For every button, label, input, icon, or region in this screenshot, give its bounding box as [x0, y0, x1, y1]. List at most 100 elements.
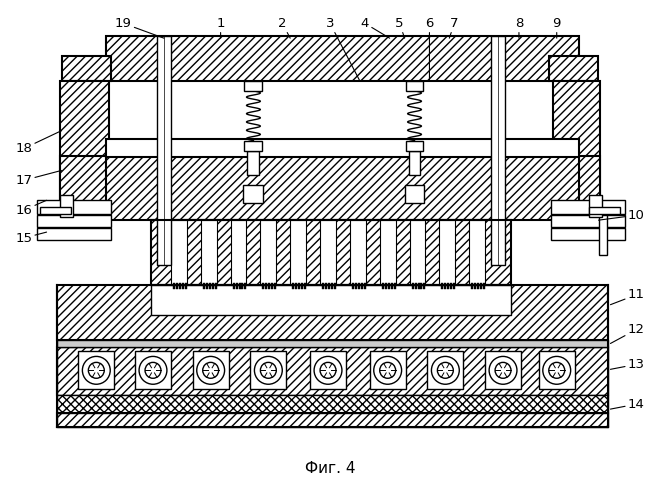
Bar	[393, 283, 395, 289]
Circle shape	[82, 356, 110, 384]
Circle shape	[254, 356, 282, 384]
Text: 3: 3	[326, 17, 360, 81]
Bar	[290, 220, 306, 285]
Bar	[364, 283, 366, 289]
Bar	[206, 283, 208, 289]
Bar	[57, 413, 609, 427]
Bar	[406, 140, 424, 150]
Bar	[59, 196, 73, 217]
Bar	[352, 283, 354, 289]
Bar	[230, 220, 246, 285]
Text: 6: 6	[425, 17, 434, 81]
Bar	[238, 283, 240, 289]
Circle shape	[374, 356, 401, 384]
Circle shape	[197, 356, 224, 384]
Bar	[61, 56, 112, 81]
Bar	[244, 81, 263, 91]
Bar	[248, 150, 259, 176]
Bar	[261, 220, 277, 285]
Bar	[477, 283, 479, 289]
Bar	[418, 283, 420, 289]
Bar	[298, 283, 300, 289]
Bar	[171, 220, 187, 285]
Bar	[548, 56, 599, 81]
Bar	[355, 283, 357, 289]
Bar	[79, 352, 114, 389]
Bar	[173, 283, 175, 289]
Bar	[201, 220, 216, 285]
Bar	[179, 283, 181, 289]
Bar	[599, 215, 607, 255]
Bar	[550, 215, 626, 227]
Bar	[385, 283, 387, 289]
Bar	[57, 340, 609, 347]
Bar	[212, 283, 214, 289]
Bar	[328, 283, 330, 289]
Bar	[301, 283, 303, 289]
Bar	[391, 283, 393, 289]
Bar	[304, 283, 306, 289]
Bar	[236, 283, 238, 289]
Text: 4: 4	[360, 17, 389, 38]
Bar	[453, 283, 455, 289]
Circle shape	[314, 356, 342, 384]
Bar	[182, 283, 184, 289]
Text: 15: 15	[15, 232, 47, 244]
Bar	[37, 215, 112, 227]
Bar	[37, 200, 112, 214]
Text: 11: 11	[610, 288, 645, 304]
Bar	[59, 156, 110, 210]
Bar	[292, 283, 294, 289]
Bar	[106, 36, 579, 81]
Bar	[550, 228, 626, 240]
Text: 19: 19	[115, 17, 164, 38]
Bar	[244, 283, 246, 289]
Text: 9: 9	[552, 17, 561, 38]
Bar	[491, 36, 505, 265]
Bar	[424, 283, 426, 289]
Bar	[295, 283, 297, 289]
Bar	[379, 220, 395, 285]
Bar	[310, 352, 346, 389]
Text: Фиг. 4: Фиг. 4	[305, 462, 355, 476]
Bar	[57, 348, 609, 395]
Text: 8: 8	[515, 17, 523, 38]
Bar	[370, 352, 406, 389]
Bar	[176, 283, 178, 289]
Bar	[106, 138, 579, 156]
Bar	[406, 81, 424, 91]
Bar	[151, 220, 511, 285]
Bar	[450, 283, 452, 289]
Bar	[474, 283, 476, 289]
Bar	[269, 283, 271, 289]
Bar	[409, 150, 420, 176]
Bar	[325, 283, 327, 289]
Bar	[271, 283, 273, 289]
Text: 14: 14	[610, 398, 645, 410]
Bar	[57, 285, 609, 340]
Bar	[444, 283, 446, 289]
Text: 5: 5	[395, 17, 405, 38]
Bar	[334, 283, 336, 289]
Bar	[381, 283, 383, 289]
Bar	[405, 186, 424, 204]
Bar	[410, 220, 426, 285]
Bar	[428, 352, 463, 389]
Text: 13: 13	[610, 358, 645, 371]
Bar	[214, 283, 216, 289]
Circle shape	[139, 356, 167, 384]
Bar	[209, 283, 211, 289]
Bar	[442, 283, 444, 289]
Bar	[106, 156, 579, 220]
Bar	[244, 186, 263, 204]
Bar	[412, 283, 414, 289]
Bar	[157, 36, 171, 265]
Bar	[440, 220, 455, 285]
Bar	[322, 283, 324, 289]
Text: 7: 7	[449, 17, 459, 38]
Bar	[589, 207, 620, 214]
Text: 12: 12	[610, 323, 645, 344]
Bar	[471, 283, 473, 289]
Bar	[553, 156, 601, 210]
Text: 17: 17	[15, 170, 61, 187]
